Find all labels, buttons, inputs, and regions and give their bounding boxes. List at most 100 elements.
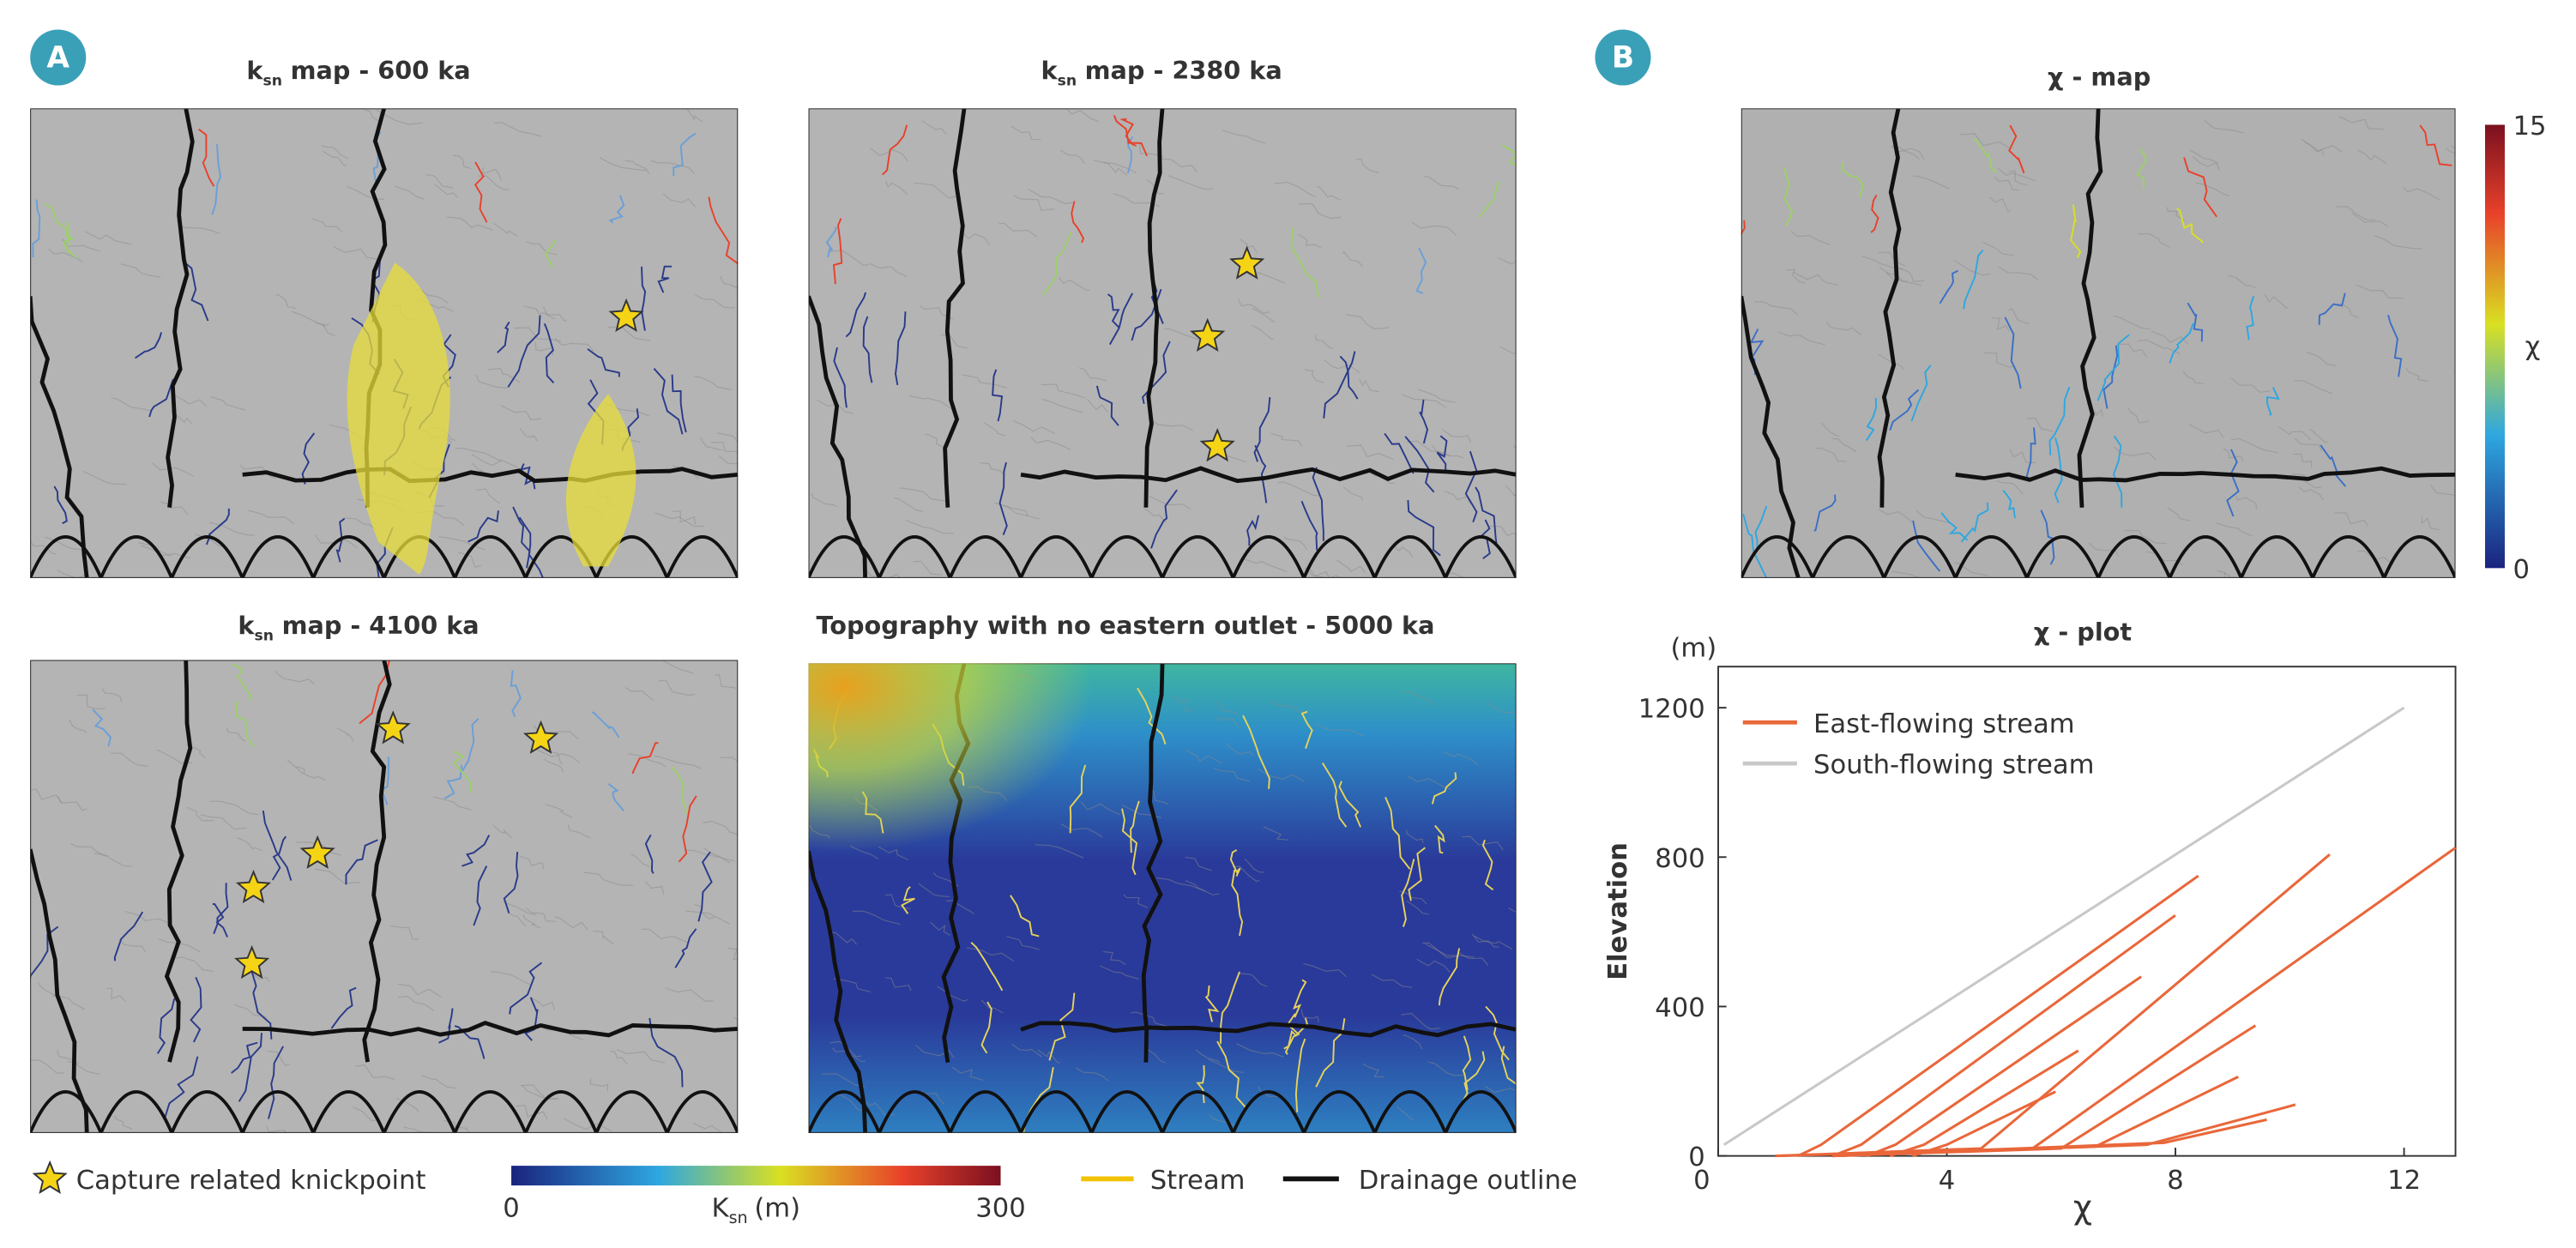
drainage-outline bbox=[1372, 535, 1447, 578]
map bbox=[808, 663, 1517, 1133]
hillshade bbox=[1058, 276, 1090, 292]
drainage-outline bbox=[30, 848, 89, 1133]
drainage-outline bbox=[362, 660, 392, 1063]
stream bbox=[249, 965, 273, 1040]
hillshade bbox=[175, 956, 214, 972]
capture-area bbox=[565, 394, 636, 567]
hillshade bbox=[1087, 399, 1108, 413]
stream bbox=[2008, 124, 2025, 174]
hillshade bbox=[720, 757, 739, 763]
hillshade bbox=[233, 1004, 267, 1018]
hillshade bbox=[2264, 293, 2289, 309]
drainage-outline bbox=[594, 1090, 669, 1133]
legend-label: East-flowing stream bbox=[1813, 709, 2074, 739]
hillshade bbox=[526, 907, 557, 922]
hillshade bbox=[2008, 308, 2030, 324]
hillshade bbox=[2295, 380, 2333, 395]
hillshade bbox=[811, 492, 837, 507]
hillshade bbox=[733, 1016, 739, 1021]
hillshade bbox=[1444, 569, 1465, 578]
hillshade bbox=[1996, 480, 2024, 495]
stream bbox=[833, 347, 848, 408]
stream bbox=[671, 374, 687, 433]
legend-label: Capture related knickpoint bbox=[76, 1166, 426, 1196]
stream bbox=[453, 751, 472, 793]
hillshade bbox=[624, 160, 650, 175]
colorbar-label: χ bbox=[2525, 331, 2541, 361]
colorbar-tick-label: 15 bbox=[2513, 112, 2547, 142]
map-title: ksn map - 4100 ka bbox=[238, 611, 479, 645]
colorbar-label: Ksn (m) bbox=[712, 1193, 801, 1227]
hillshade bbox=[2166, 207, 2185, 221]
hillshade bbox=[521, 1084, 558, 1100]
hillshade bbox=[475, 374, 507, 389]
drainage-outline bbox=[166, 108, 195, 508]
stream bbox=[1475, 486, 1498, 546]
drainage-outline bbox=[665, 1090, 739, 1133]
hillshade bbox=[1252, 308, 1276, 323]
hillshade bbox=[2008, 170, 2028, 186]
title-rest: map - 600 ka bbox=[291, 56, 471, 85]
stream bbox=[1323, 351, 1356, 419]
hillshade bbox=[2334, 512, 2368, 527]
drainage-outline bbox=[1882, 535, 1958, 578]
hillshade bbox=[1010, 125, 1041, 141]
drainage-outline bbox=[242, 1021, 739, 1038]
hillshade bbox=[1998, 266, 2039, 281]
hillshade bbox=[1913, 175, 1950, 190]
stream bbox=[510, 670, 522, 718]
hillshade bbox=[30, 540, 57, 555]
line bbox=[1722, 706, 2405, 1146]
drainage-outline bbox=[1953, 535, 2029, 578]
hillshade bbox=[1304, 369, 1324, 383]
hillshade bbox=[1161, 158, 1198, 172]
hillshade bbox=[1431, 444, 1464, 459]
hillshade bbox=[1060, 149, 1085, 164]
stream bbox=[832, 218, 843, 285]
hillshade bbox=[2421, 516, 2440, 531]
hillshade bbox=[1274, 181, 1316, 197]
hillshade bbox=[1283, 536, 1307, 551]
title-k: k bbox=[246, 56, 263, 85]
hillshade bbox=[567, 824, 592, 839]
stream bbox=[2096, 334, 2130, 401]
drainage-outline bbox=[240, 535, 315, 578]
drainage-outline bbox=[311, 1090, 386, 1133]
stream bbox=[474, 161, 488, 223]
hillshade bbox=[1992, 317, 2010, 332]
hillshade bbox=[236, 836, 263, 852]
stream bbox=[1742, 513, 1768, 578]
hillshade bbox=[266, 1125, 287, 1133]
stream bbox=[335, 517, 346, 563]
hillshade bbox=[2114, 446, 2157, 461]
hillshade bbox=[209, 800, 259, 816]
drainage-outline bbox=[2239, 535, 2314, 578]
stream bbox=[1246, 515, 1260, 546]
stream bbox=[607, 783, 625, 812]
stream bbox=[2048, 386, 2071, 455]
hillshade bbox=[589, 1078, 609, 1092]
stream bbox=[1339, 355, 1359, 400]
hillshade bbox=[870, 148, 908, 162]
drainage-outline bbox=[2382, 535, 2456, 578]
hillshade bbox=[908, 395, 952, 410]
hillshade bbox=[1240, 269, 1286, 284]
map-title: ksn map - 600 ka bbox=[246, 56, 470, 90]
hillshade bbox=[899, 487, 946, 502]
hillshade bbox=[1149, 496, 1191, 510]
hillshade bbox=[563, 1118, 612, 1132]
hillshade bbox=[662, 193, 697, 208]
stream bbox=[262, 810, 293, 881]
knickpoint-star bbox=[1229, 245, 1265, 280]
hillshade bbox=[1489, 525, 1517, 537]
hillshade bbox=[323, 150, 347, 166]
drainage-outline bbox=[453, 535, 528, 578]
map-bg bbox=[30, 660, 739, 1133]
hillshade bbox=[720, 275, 739, 289]
stream bbox=[1963, 250, 1984, 310]
stream bbox=[44, 202, 77, 259]
hillshade bbox=[681, 108, 703, 123]
hillshade bbox=[295, 841, 341, 856]
stream bbox=[1407, 500, 1441, 557]
stream bbox=[2112, 435, 2123, 508]
